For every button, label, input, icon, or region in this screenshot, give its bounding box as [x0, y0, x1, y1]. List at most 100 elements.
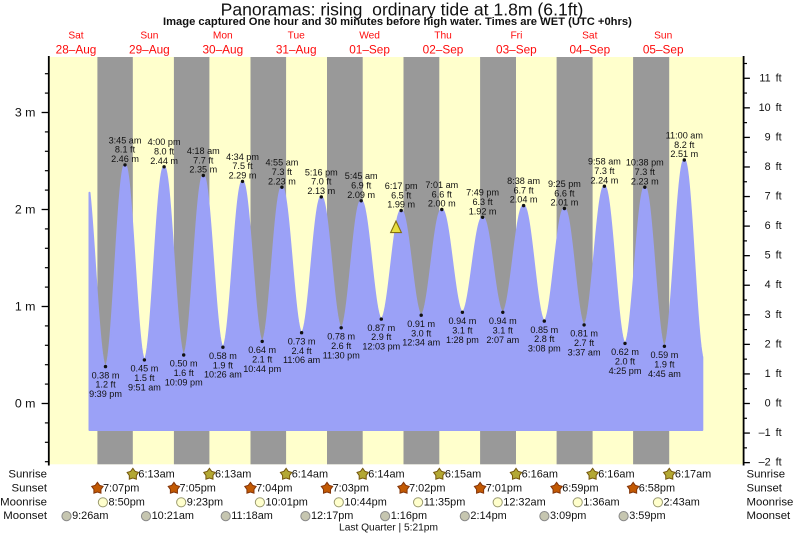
svg-text:10:21am: 10:21am	[152, 510, 194, 522]
svg-text:12:03 pm: 12:03 pm	[362, 342, 400, 352]
svg-text:2:07 am: 2:07 am	[486, 335, 519, 345]
svg-text:11:18am: 11:18am	[231, 510, 273, 522]
svg-text:6:16am: 6:16am	[522, 468, 558, 480]
svg-text:2.23 m: 2.23 m	[631, 176, 659, 186]
svg-text:2.01 m: 2.01 m	[550, 198, 578, 208]
svg-text:ft: ft	[776, 427, 782, 439]
svg-text:Sunrise: Sunrise	[747, 468, 786, 480]
svg-text:7:05pm: 7:05pm	[180, 482, 216, 494]
svg-text:2.13 m: 2.13 m	[307, 186, 335, 196]
svg-text:Thu: Thu	[434, 30, 452, 41]
svg-text:Sunset: Sunset	[747, 482, 783, 494]
svg-text:10:01pm: 10:01pm	[266, 496, 308, 508]
svg-text:0 m: 0 m	[15, 397, 36, 411]
svg-text:9:23pm: 9:23pm	[187, 496, 223, 508]
svg-text:4: 4	[765, 279, 771, 291]
svg-text:6:14am: 6:14am	[292, 468, 328, 480]
svg-text:2:43am: 2:43am	[664, 496, 700, 508]
svg-text:29–Aug: 29–Aug	[129, 43, 170, 57]
svg-text:ft: ft	[776, 161, 782, 173]
svg-text:1 m: 1 m	[15, 300, 36, 314]
svg-text:12:17pm: 12:17pm	[311, 510, 353, 522]
svg-text:9:39 pm: 9:39 pm	[89, 389, 122, 399]
svg-text:7:03pm: 7:03pm	[333, 482, 369, 494]
svg-text:31–Aug: 31–Aug	[276, 43, 317, 57]
svg-text:2.04 m: 2.04 m	[510, 195, 538, 205]
svg-text:10:44 pm: 10:44 pm	[243, 364, 281, 374]
svg-text:–2: –2	[759, 457, 771, 469]
svg-text:2.44 m: 2.44 m	[150, 156, 178, 166]
svg-text:ft: ft	[776, 220, 782, 232]
svg-text:7:04pm: 7:04pm	[256, 482, 292, 494]
svg-text:01–Sep: 01–Sep	[349, 43, 390, 57]
svg-text:6:14am: 6:14am	[368, 468, 404, 480]
svg-text:ft: ft	[776, 309, 782, 321]
svg-text:28–Aug: 28–Aug	[56, 43, 97, 57]
svg-text:ft: ft	[776, 368, 782, 380]
svg-text:03–Sep: 03–Sep	[496, 43, 537, 57]
svg-text:1:28 pm: 1:28 pm	[446, 335, 479, 345]
svg-text:04–Sep: 04–Sep	[569, 43, 610, 57]
svg-text:6:17am: 6:17am	[675, 468, 711, 480]
svg-text:Mon: Mon	[213, 30, 233, 41]
svg-text:2:14pm: 2:14pm	[470, 510, 506, 522]
svg-text:12:32am: 12:32am	[503, 496, 545, 508]
svg-text:12:34 am: 12:34 am	[402, 338, 440, 348]
svg-text:3:09pm: 3:09pm	[550, 510, 586, 522]
svg-text:2: 2	[765, 338, 771, 350]
svg-text:ft: ft	[776, 398, 782, 410]
svg-text:6:15am: 6:15am	[445, 468, 481, 480]
svg-text:Sunrise: Sunrise	[8, 468, 47, 480]
svg-text:3 m: 3 m	[15, 106, 36, 120]
svg-text:Moonrise: Moonrise	[0, 496, 47, 508]
svg-text:11: 11	[759, 72, 770, 84]
svg-text:10:26 am: 10:26 am	[204, 370, 242, 380]
svg-text:2.23 m: 2.23 m	[268, 176, 296, 186]
svg-text:6:13am: 6:13am	[138, 468, 174, 480]
svg-text:ft: ft	[776, 457, 782, 469]
svg-text:6:13am: 6:13am	[215, 468, 251, 480]
svg-text:Fri: Fri	[510, 30, 522, 41]
svg-text:10: 10	[759, 102, 771, 114]
svg-text:05–Sep: 05–Sep	[643, 43, 684, 57]
svg-text:2.00 m: 2.00 m	[428, 199, 456, 209]
svg-text:1.99 m: 1.99 m	[387, 200, 415, 210]
svg-text:7:02pm: 7:02pm	[409, 482, 445, 494]
svg-text:7:07pm: 7:07pm	[103, 482, 139, 494]
svg-text:6:16am: 6:16am	[598, 468, 634, 480]
svg-text:1:36am: 1:36am	[583, 496, 619, 508]
svg-text:3:59pm: 3:59pm	[629, 510, 665, 522]
svg-text:Tue: Tue	[288, 30, 306, 41]
svg-text:2.29 m: 2.29 m	[229, 171, 257, 181]
svg-text:2.24 m: 2.24 m	[590, 175, 618, 185]
svg-text:5: 5	[765, 250, 771, 262]
svg-text:8: 8	[765, 161, 771, 173]
svg-text:–1: –1	[759, 427, 771, 439]
svg-text:9: 9	[765, 131, 771, 143]
svg-text:9:26am: 9:26am	[72, 510, 108, 522]
svg-text:ft: ft	[776, 131, 782, 143]
svg-text:10:44pm: 10:44pm	[344, 496, 386, 508]
svg-text:11:06 am: 11:06 am	[283, 355, 320, 365]
svg-text:7:01pm: 7:01pm	[486, 482, 522, 494]
svg-text:Sat: Sat	[68, 30, 83, 41]
svg-text:11:35pm: 11:35pm	[424, 496, 466, 508]
svg-text:3: 3	[765, 309, 771, 321]
svg-text:Sunset: Sunset	[12, 482, 48, 494]
svg-text:3:37 am: 3:37 am	[568, 347, 601, 357]
svg-text:11:30 pm: 11:30 pm	[323, 350, 360, 360]
svg-text:Moonset: Moonset	[3, 510, 48, 522]
svg-text:02–Sep: 02–Sep	[423, 43, 464, 57]
svg-text:10:09 pm: 10:09 pm	[165, 378, 203, 388]
svg-text:6:58pm: 6:58pm	[639, 482, 675, 494]
svg-text:ft: ft	[776, 191, 782, 203]
svg-text:Moonrise: Moonrise	[747, 496, 793, 508]
svg-text:Moonset: Moonset	[747, 510, 792, 522]
svg-text:ft: ft	[776, 250, 782, 262]
svg-text:Sun: Sun	[654, 30, 672, 41]
svg-text:ft: ft	[776, 279, 782, 291]
svg-text:2.35 m: 2.35 m	[189, 165, 217, 175]
svg-text:Sat: Sat	[582, 30, 597, 41]
svg-text:Image captured One hour and 30: Image captured One hour and 30 minutes b…	[163, 16, 632, 28]
svg-text:ft: ft	[776, 338, 782, 350]
